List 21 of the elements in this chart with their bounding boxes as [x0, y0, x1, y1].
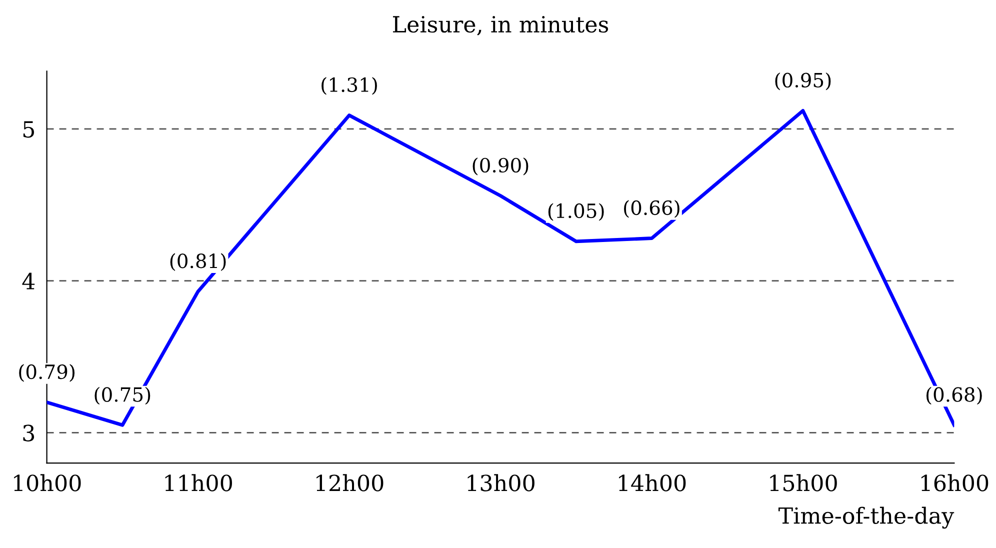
x-tick-label: 11h00 [165, 474, 232, 492]
x-tick-label: 14h00 [618, 474, 686, 492]
annotation: (1.31) [322, 77, 377, 95]
annotation: (0.79) [19, 364, 75, 382]
x-tick-label: 16h00 [921, 474, 988, 492]
annotation: (0.68) [926, 386, 982, 405]
annotation: (1.05) [548, 203, 604, 221]
x-tick-label: 13h00 [468, 474, 534, 492]
x-tick-label: 15h00 [770, 474, 837, 492]
x-tick-label: 12h00 [316, 474, 384, 492]
y-tick-label: 5 [23, 121, 34, 138]
y-tick-label: 4 [22, 272, 35, 290]
annotation: (0.66) [624, 200, 680, 218]
annotation: (0.81) [170, 253, 226, 271]
annotation: (0.95) [775, 72, 831, 90]
y-tick-label: 3 [23, 424, 34, 442]
x-axis-title: Time-of-the-day [778, 506, 954, 529]
x-tick-label: 10h00 [14, 474, 81, 492]
chart-title: Leisure, in minutes [393, 16, 608, 36]
annotation: (0.90) [472, 158, 528, 176]
annotation: (0.75) [94, 386, 150, 405]
